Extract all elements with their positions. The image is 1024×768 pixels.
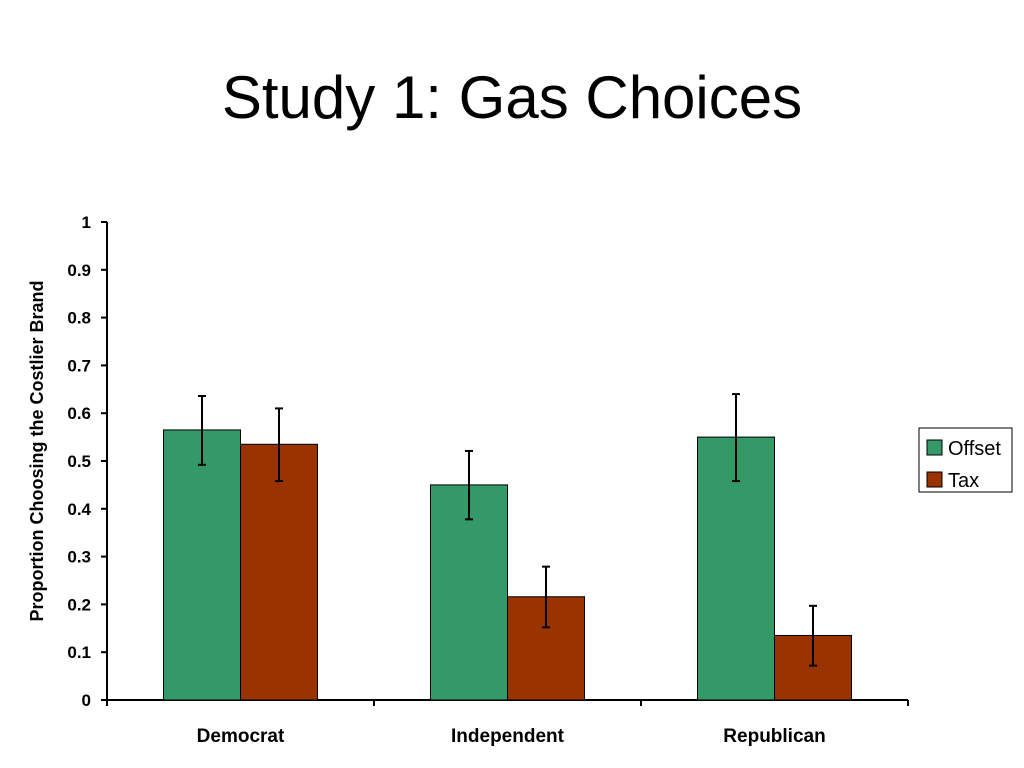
bar-tax-republican xyxy=(774,634,852,701)
y-tick-label: 0.1 xyxy=(67,643,91,662)
y-tick-label: 0.6 xyxy=(67,404,91,423)
y-axis-title: Proportion Choosing the Costlier Brand xyxy=(27,281,47,622)
bar-tax-democrat xyxy=(240,443,318,701)
y-tick-label: 0.3 xyxy=(67,548,91,567)
legend-label-offset: Offset xyxy=(948,438,1001,460)
category-label: Independent xyxy=(451,726,565,747)
y-axis: 0 0.1 0.2 0.3 0.4 0.5 0.6 0.7 0.8 0.9 1 xyxy=(67,213,108,710)
bars-group xyxy=(163,429,852,701)
y-tick-label: 1 xyxy=(82,213,91,232)
category-label: Democrat xyxy=(197,726,285,747)
legend: Offset Tax xyxy=(918,427,1013,493)
legend-swatch-tax xyxy=(926,471,943,488)
y-tick-label: 0.9 xyxy=(67,261,91,280)
y-tick-label: 0.8 xyxy=(67,309,91,328)
bar-offset-independent xyxy=(430,484,508,701)
y-tick-label: 0.7 xyxy=(67,356,91,375)
legend-swatch-offset xyxy=(926,439,943,456)
error-bars-group xyxy=(198,393,817,667)
category-label: Republican xyxy=(723,726,825,747)
y-tick-label: 0 xyxy=(82,691,91,710)
slide-title: Study 1: Gas Choices xyxy=(221,64,803,131)
y-tick-label: 0.4 xyxy=(67,500,91,519)
bar-offset-democrat xyxy=(163,429,241,701)
y-tick-label: 0.2 xyxy=(67,595,91,614)
x-axis: Democrat Independent Republican xyxy=(106,699,909,747)
y-tick-label: 0.5 xyxy=(67,452,91,471)
legend-label-tax: Tax xyxy=(948,470,979,492)
